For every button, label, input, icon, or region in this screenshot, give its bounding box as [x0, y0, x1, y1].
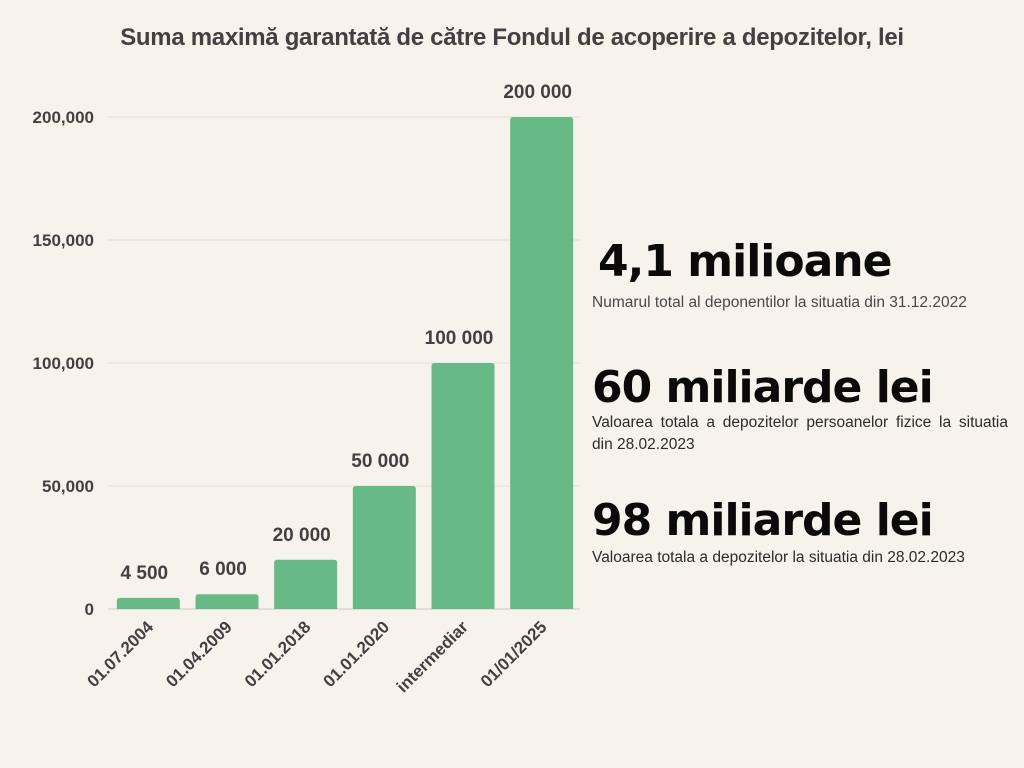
bars: [116, 117, 574, 609]
data-label: 20 000: [273, 525, 331, 546]
data-labels: 4 500 6 000 20 000 50 000 100 000 200 000: [121, 82, 572, 584]
x-tick-label: 01.04.2009: [162, 617, 236, 691]
x-tick-label: 01/01/2025: [477, 617, 551, 691]
bar-01.01.2020: [352, 486, 416, 609]
stat-individual-deposits: 60 miliarde lei Valoarea totala a depozi…: [592, 364, 1008, 456]
data-label: 100 000: [425, 328, 494, 349]
y-tick-label: 150,000: [33, 231, 94, 250]
x-tick-label: 01.01.2020: [320, 617, 394, 691]
stat-value: 98 miliarde lei: [592, 495, 934, 546]
data-label: 50 000: [351, 451, 409, 472]
stat-value: 4,1 milioane: [598, 236, 892, 287]
stat-depositors: 4,1 milioane Numarul total al deponentil…: [592, 238, 1008, 314]
data-label: 200 000: [503, 82, 572, 103]
data-label: 6 000: [199, 559, 247, 580]
y-tick-label: 200,000: [33, 108, 94, 127]
bar-chart: 0 50,000 100,000 150,000 200,000 4 500 6 000 2…: [33, 82, 580, 696]
bar-01/01/2025: [510, 117, 574, 609]
x-tick-label: 01.07.2004: [84, 617, 158, 691]
x-tick-label: intermediar: [393, 617, 472, 696]
x-axis-ticks: 01.07.2004 01.04.2009 01.01.2018 01.01.2020…: [84, 617, 551, 696]
bar-intermediar: [431, 363, 495, 609]
y-tick-label: 50,000: [42, 477, 94, 496]
gridlines: [108, 116, 580, 610]
stat-description: Valoarea totala a depozitelor la situati…: [592, 549, 965, 566]
stat-total-deposits: 98 miliarde lei Valoarea totala a depozi…: [592, 497, 1008, 569]
chart-title: Suma maximă garantată de către Fondul de…: [120, 24, 904, 51]
y-tick-label: 0: [85, 600, 94, 619]
bar-01.04.2009: [195, 594, 259, 609]
y-tick-label: 100,000: [33, 354, 94, 373]
stat-description: Numarul total al deponentilor la situati…: [592, 294, 967, 311]
bar-01.01.2018: [274, 559, 338, 609]
stat-value: 60 miliarde lei: [592, 362, 934, 413]
stat-description: Valoarea totala a depozitelor persoanelo…: [592, 414, 1008, 453]
data-label: 4 500: [121, 563, 169, 584]
x-tick-label: 01.01.2018: [241, 617, 315, 691]
y-axis-ticks: 0 50,000 100,000 150,000 200,000: [33, 108, 94, 619]
bar-01.07.2004: [116, 597, 180, 609]
